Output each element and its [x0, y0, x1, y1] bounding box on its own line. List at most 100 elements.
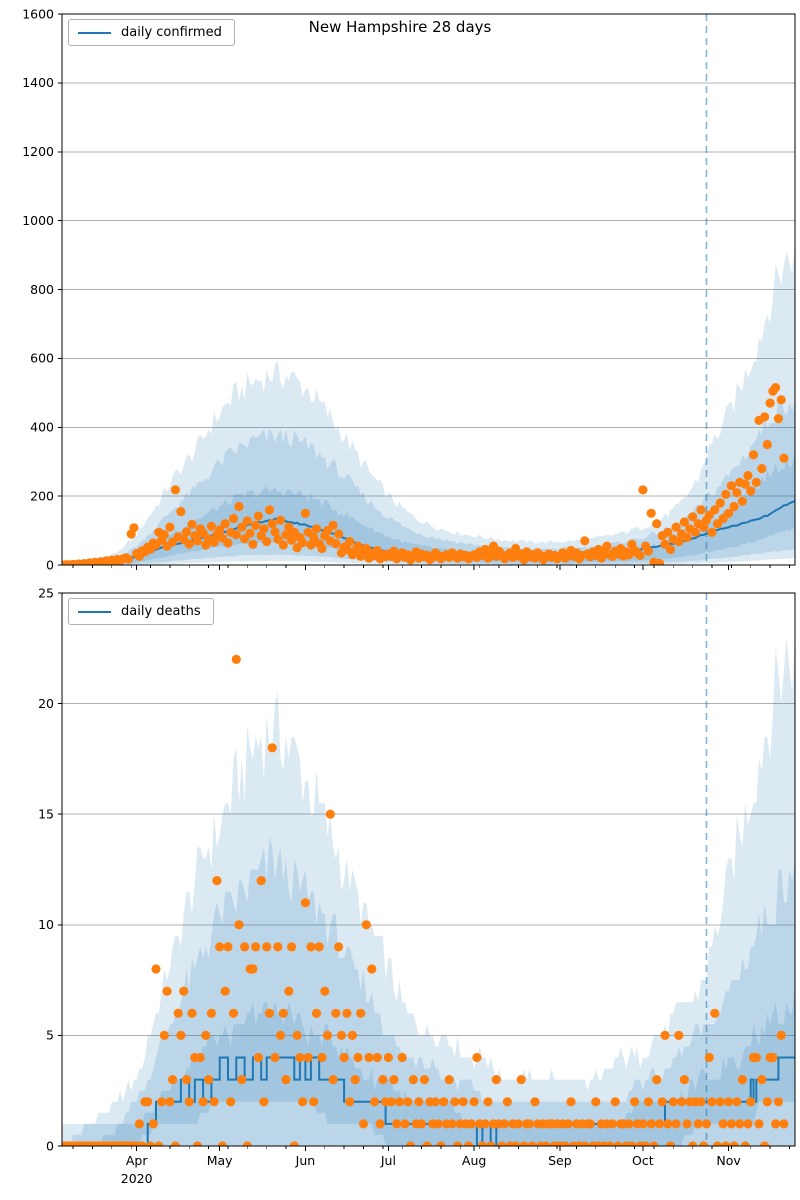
data-point: [284, 986, 294, 996]
data-point: [696, 505, 706, 515]
data-point: [671, 1119, 681, 1129]
deaths-axes-box: [61, 592, 796, 1147]
data-point: [123, 554, 133, 564]
data-point: [718, 1119, 728, 1129]
data-point: [477, 1141, 487, 1146]
x-tick-label-nov: Nov: [716, 1153, 741, 1168]
data-point: [654, 1119, 665, 1129]
data-point: [353, 541, 363, 551]
data-point: [433, 1119, 443, 1129]
data-point: [192, 1141, 203, 1146]
data-point: [671, 522, 681, 532]
data-point: [688, 512, 698, 522]
data-point: [748, 450, 759, 460]
legend-line-sample-deaths: [78, 610, 111, 613]
data-point: [607, 1119, 618, 1129]
data-point: [287, 942, 297, 952]
y-tick-label: 0: [46, 557, 54, 572]
data-point: [735, 1119, 745, 1129]
data-point: [690, 527, 701, 537]
data-point: [394, 1097, 405, 1107]
data-point: [737, 1075, 748, 1085]
data-point: [511, 1141, 521, 1146]
data-point: [165, 522, 175, 532]
data-point: [228, 1008, 239, 1018]
data-point: [154, 1141, 164, 1146]
data-point: [370, 1097, 380, 1107]
data-point: [383, 1052, 393, 1063]
data-point: [159, 1030, 169, 1040]
data-point: [289, 1141, 299, 1146]
data-point: [771, 383, 781, 393]
data-point: [217, 1141, 227, 1146]
data-point: [206, 521, 216, 532]
data-point: [646, 1119, 656, 1129]
data-point: [328, 520, 338, 531]
data-point: [220, 986, 230, 996]
deaths-chart: 0 5 10 15 20 25 Apr 2020 May Jun Jul Aug Sep Oct Nov: [38, 585, 796, 1186]
data-point: [732, 488, 742, 498]
data-point: [320, 986, 330, 996]
data-point: [309, 532, 319, 543]
data-point: [638, 1119, 648, 1129]
data-point: [757, 464, 767, 474]
data-point: [162, 986, 172, 996]
data-point: [652, 519, 662, 529]
data-point: [726, 1119, 737, 1129]
data-point: [317, 543, 327, 554]
data-point: [300, 508, 310, 518]
data-point: [779, 453, 789, 463]
data-point: [663, 527, 673, 537]
data-point: [643, 1097, 654, 1107]
data-point: [364, 1052, 374, 1063]
data-point: [472, 1052, 482, 1063]
data-point: [580, 536, 590, 546]
y-tick-label: 15: [38, 807, 54, 822]
data-point: [408, 1075, 418, 1085]
data-point: [751, 1052, 761, 1063]
data-point: [231, 654, 241, 665]
data-point: [148, 1119, 158, 1129]
x-tick-label-apr: Apr: [126, 1153, 148, 1168]
data-point: [422, 1141, 432, 1146]
data-point: [405, 1141, 416, 1146]
data-point: [710, 1008, 720, 1018]
data-point: [447, 1119, 457, 1129]
data-point: [762, 439, 772, 450]
data-point: [773, 414, 784, 424]
data-point: [204, 1075, 214, 1085]
deaths-scatter: [62, 654, 789, 1146]
data-point: [311, 1008, 322, 1018]
data-point: [353, 1052, 363, 1063]
data-point: [397, 1052, 407, 1063]
data-point: [627, 1141, 637, 1146]
data-point: [779, 1119, 789, 1129]
data-point: [192, 536, 203, 546]
data-point: [165, 1097, 175, 1107]
x-tick-label-sep: Sep: [548, 1153, 572, 1168]
data-point: [513, 1119, 524, 1129]
data-point: [181, 527, 192, 537]
data-point: [251, 520, 261, 531]
data-point: [176, 1030, 186, 1040]
data-point: [198, 1097, 208, 1107]
data-point: [693, 1119, 703, 1129]
data-point: [605, 1141, 615, 1146]
data-point: [771, 1119, 781, 1129]
y-tick-label: 400: [30, 420, 54, 435]
data-point: [724, 1097, 734, 1107]
data-point: [430, 1097, 440, 1107]
data-point: [223, 538, 233, 548]
data-point: [768, 1052, 778, 1063]
data-point: [580, 1141, 590, 1146]
data-point: [624, 1119, 634, 1129]
data-point: [452, 1141, 463, 1146]
data-point: [314, 942, 324, 952]
x-tick-label-oct: Oct: [632, 1153, 654, 1168]
data-point: [665, 1141, 676, 1146]
data-point: [403, 1097, 413, 1107]
data-point: [281, 1075, 291, 1085]
legend-daily-confirmed: daily confirmed: [68, 19, 235, 46]
data-point: [392, 1119, 402, 1129]
data-point: [292, 1030, 302, 1040]
